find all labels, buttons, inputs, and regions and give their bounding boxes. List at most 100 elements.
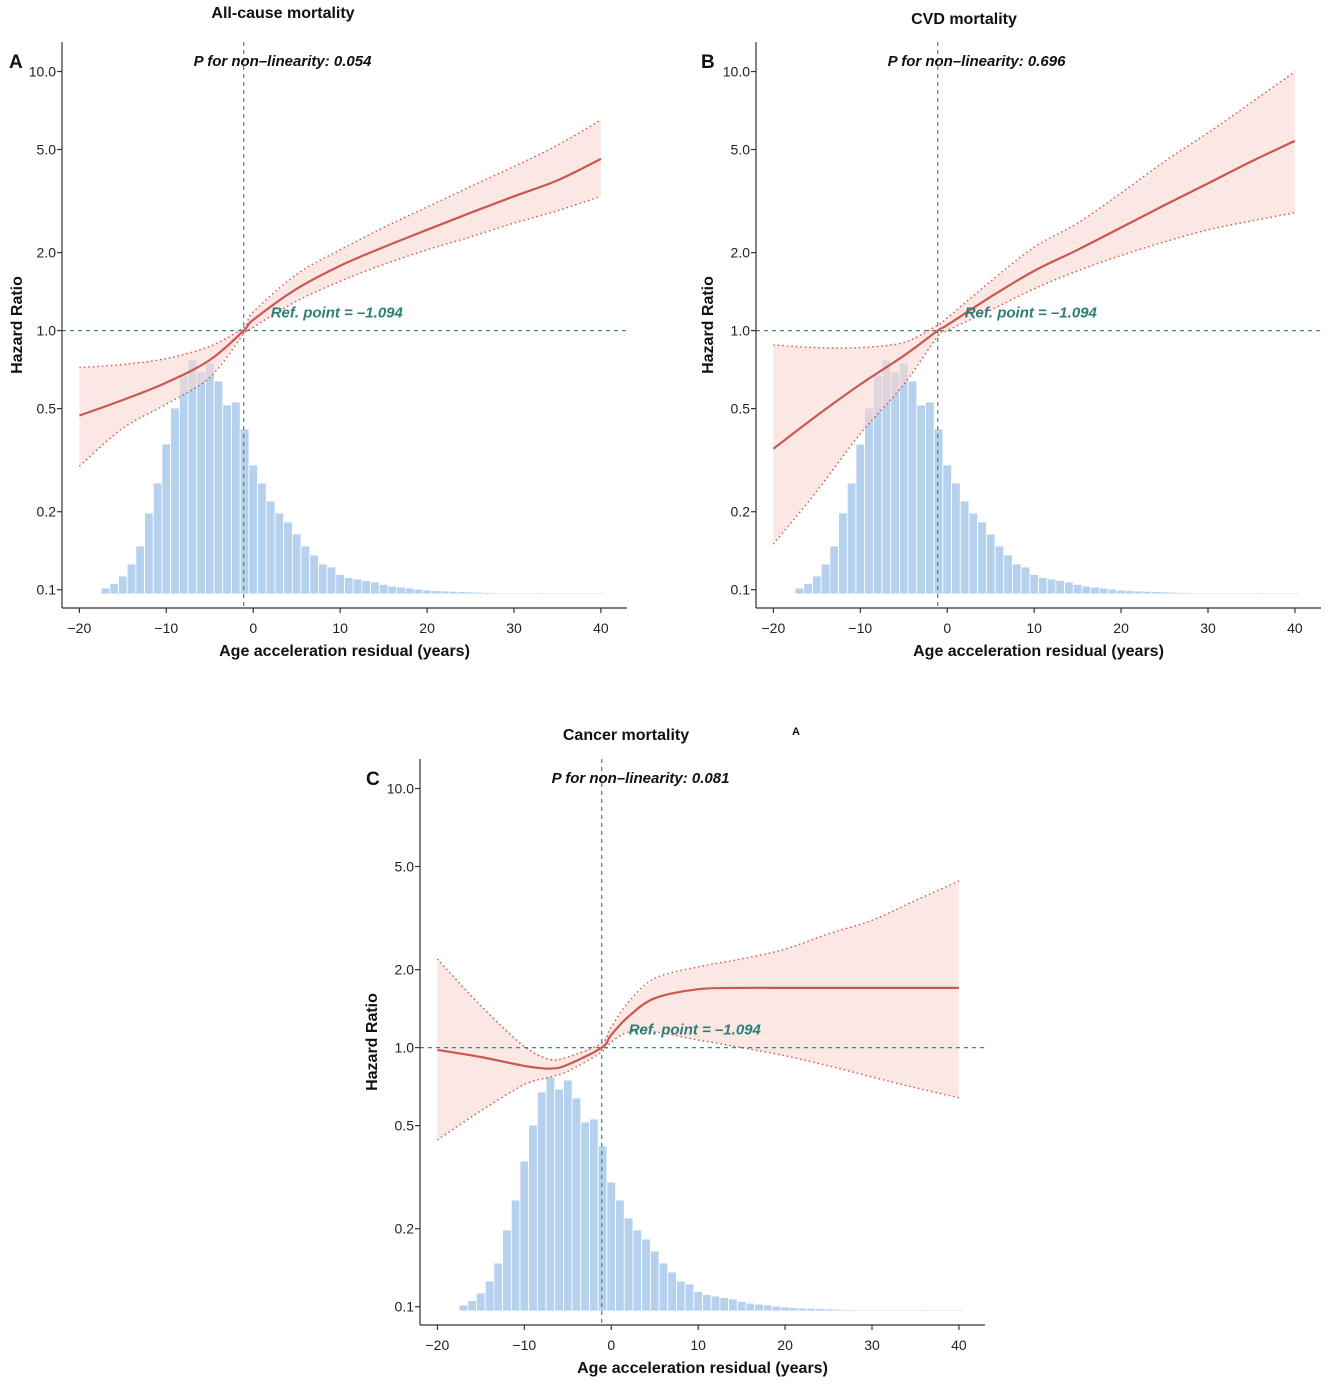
histogram-bar <box>483 592 493 595</box>
histogram-bar <box>1003 554 1013 595</box>
histogram-bar <box>719 1297 729 1312</box>
y-tick-label: 5.0 <box>731 142 751 158</box>
histogram-bar <box>1046 578 1057 595</box>
histogram-bar <box>890 371 900 595</box>
histogram-bar <box>528 1124 538 1312</box>
histogram-bar <box>118 575 128 595</box>
x-tick-label: 30 <box>506 620 522 636</box>
y-tick-label: 0.2 <box>731 504 751 520</box>
histogram-bar <box>855 443 866 595</box>
histogram-bar <box>632 1229 643 1312</box>
histogram-bar <box>858 1309 869 1312</box>
histogram <box>458 1076 964 1312</box>
histogram-bar <box>578 592 589 595</box>
histogram-bar <box>754 1303 764 1312</box>
chart-title: CVD mortality <box>911 11 1017 28</box>
histogram-bar <box>318 563 328 595</box>
histogram-bar <box>283 521 293 595</box>
histogram-bar <box>1238 592 1248 595</box>
histogram-bar <box>563 1079 573 1312</box>
histogram-bar <box>1090 586 1100 595</box>
histogram-bar <box>942 464 952 595</box>
histogram-bar <box>561 592 571 595</box>
y-tick-label: 0.5 <box>37 401 57 417</box>
histogram-bar <box>554 1088 564 1312</box>
histogram-bar <box>378 584 389 595</box>
y-axis-label: Hazard Ratio <box>364 993 381 1091</box>
panel-c: −20 −10 0 10 20 30 40 0.1 0.2 0.5 1.0 2.0 5.0 10.0 Can… <box>364 727 985 1377</box>
histogram-bar <box>829 545 839 595</box>
histogram-bar <box>457 591 467 595</box>
histogram-bar <box>789 1307 799 1312</box>
histogram-bar <box>771 1305 782 1312</box>
histogram-bar <box>902 1309 912 1312</box>
x-tick-label: −20 <box>762 620 786 636</box>
histogram-bar <box>919 1309 929 1312</box>
x-axis-label: Age acceleration residual (years) <box>219 643 470 660</box>
histogram-bar <box>510 1199 521 1312</box>
y-tick-label: 0.1 <box>37 582 57 598</box>
histogram-bar <box>1116 589 1126 595</box>
histogram-bar <box>933 428 944 595</box>
histogram-bar <box>1211 592 1222 595</box>
x-tick-label: 20 <box>777 1337 793 1353</box>
chart-title: Cancer mortality <box>563 727 689 744</box>
histogram-bar <box>641 1238 651 1312</box>
histogram-bar <box>231 401 241 595</box>
histogram-bar <box>580 1121 590 1312</box>
histogram-bar <box>916 404 926 595</box>
histogram-bar <box>1107 588 1118 595</box>
histogram-bar <box>344 577 354 595</box>
histogram-bar <box>658 1262 669 1312</box>
panel-a: −20 −10 0 10 20 30 40 0.1 0.2 0.5 1.0 2.0 5.0 10.0 All… <box>9 5 627 660</box>
histogram-bar <box>1185 592 1196 595</box>
histogram-bar <box>422 589 432 595</box>
x-tick-label: −10 <box>512 1337 536 1353</box>
ci-upper-line <box>773 70 1296 349</box>
x-tick-label: −10 <box>154 620 178 636</box>
histogram-bar <box>544 592 554 595</box>
p-value-annotation: P for non–linearity: 0.054 <box>194 53 372 70</box>
histogram-bar <box>968 512 979 595</box>
histogram-bar <box>693 1291 703 1312</box>
x-tick-label: 30 <box>864 1337 880 1353</box>
panel-letter: B <box>701 52 715 73</box>
histogram-bar <box>448 590 458 595</box>
histogram-bar <box>1255 592 1265 595</box>
histogram-bar <box>222 404 232 595</box>
x-tick-label: 0 <box>249 620 257 636</box>
histogram-bar <box>439 590 450 595</box>
hazard-ratio-line <box>79 157 602 417</box>
y-tick-label: 2.0 <box>395 962 415 978</box>
histogram-bar <box>728 1298 738 1312</box>
histogram-bar <box>849 1309 860 1312</box>
histogram-bar <box>745 1302 756 1312</box>
y-tick-label: 0.1 <box>395 1299 415 1315</box>
histogram-bar <box>571 1097 582 1312</box>
histogram-bar <box>589 1118 599 1312</box>
ci-band <box>773 71 1295 545</box>
chart-title: All-cause mortality <box>211 5 354 22</box>
histogram-bar <box>1246 592 1257 595</box>
histogram-bar <box>1064 581 1074 595</box>
histogram-bar <box>820 563 831 595</box>
histogram-bar <box>649 1250 660 1312</box>
histogram-bar <box>309 554 319 595</box>
x-tick-label: 30 <box>1200 620 1216 636</box>
histogram-bar <box>535 592 545 595</box>
x-tick-label: 40 <box>1287 620 1303 636</box>
x-tick-label: 10 <box>1026 620 1042 636</box>
hazard-ratio-line <box>772 139 1296 450</box>
histogram-bar <box>144 512 154 595</box>
histogram-bar <box>702 1294 712 1312</box>
histogram-bar <box>1220 592 1231 595</box>
histogram-bar <box>623 1217 634 1312</box>
histogram-bar <box>823 1308 834 1312</box>
histogram-bar <box>910 1309 921 1312</box>
histogram-bar <box>780 1306 790 1312</box>
y-tick-label: 10.0 <box>723 64 750 80</box>
histogram-bar <box>676 1280 686 1312</box>
histogram-bar <box>291 533 302 595</box>
histogram-bar <box>925 401 935 595</box>
